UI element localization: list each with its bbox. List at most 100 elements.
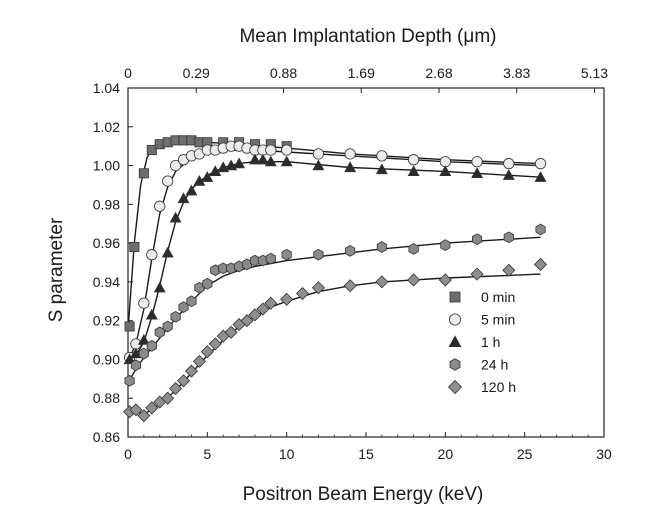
data-point [129,403,143,417]
data-point [534,158,547,170]
top-tick-label: 0 [124,65,132,81]
legend-label: 0 min [481,289,515,305]
legend-marker [448,335,462,348]
data-point [129,241,140,252]
data-point [248,153,261,165]
y-tick-label: 0.94 [93,274,120,290]
data-point [202,277,213,290]
x-tick-label: 20 [438,446,454,462]
series-2 [123,153,547,365]
data-point [209,165,222,177]
data-point [138,168,149,179]
x-tick-label: 25 [517,446,533,462]
data-point [161,391,175,405]
data-point [161,246,174,258]
legend-label: 5 min [481,312,515,328]
data-point [240,314,254,328]
x-tick-label: 0 [124,446,132,462]
data-point [281,248,292,261]
data-points [123,135,548,423]
data-point [280,155,293,167]
series-4 [123,257,548,423]
data-point [170,159,182,172]
data-point [376,241,387,253]
data-point [256,302,270,316]
data-point [137,409,151,423]
data-point [438,273,452,287]
data-point [407,165,420,177]
data-point [170,310,181,323]
data-point [233,157,246,169]
data-point [138,347,149,360]
data-point [502,169,515,180]
legend-label: 24 h [481,357,508,373]
data-point [265,144,277,156]
data-point [145,401,159,415]
data-point [503,231,514,244]
data-point [146,340,157,352]
data-point [186,295,197,308]
data-point [439,165,452,177]
data-point [162,320,173,333]
data-point [535,223,546,236]
data-point [146,249,158,261]
top-tick-label: 0.29 [183,65,210,81]
legend-item: 1 h [448,334,500,350]
top-axis-title: Mean Implantation Depth (μm) [239,26,496,47]
series-3 [124,223,546,387]
data-point [177,192,190,204]
top-tick-label: 3.83 [503,65,530,81]
data-point [345,245,356,257]
fit-curve-3 [127,236,541,384]
data-point [312,159,325,171]
fit-curve-1 [127,149,541,362]
data-point [129,347,142,359]
top-tick-label: 2.68 [425,65,452,81]
data-point [311,281,325,295]
y-tick-label: 0.98 [93,196,120,212]
data-point [200,345,214,359]
data-point [407,273,421,287]
data-point [376,150,388,162]
legend-marker [447,379,463,395]
data-point [185,184,198,196]
data-point [375,163,388,175]
data-point [248,308,262,322]
data-point [154,200,166,212]
data-point [295,286,310,301]
data-point [192,354,206,368]
x-tick-label: 10 [279,446,295,462]
data-point [343,279,357,293]
data-point [471,233,483,246]
data-point [470,267,484,281]
legend-item: 120 h [447,379,516,395]
data-point [502,263,516,277]
data-point [264,296,278,310]
data-point [344,161,357,173]
y-tick-label: 0.92 [93,313,120,329]
series-1 [123,140,547,364]
data-point [130,359,142,372]
data-point [123,353,136,365]
x-tick-label: 15 [358,446,374,462]
data-point [224,325,238,339]
legend-label: 120 h [481,379,516,395]
data-point [440,239,451,251]
data-point [176,374,191,388]
top-tick-label: 0.88 [270,65,297,81]
data-point [471,167,484,178]
data-point [503,158,515,170]
y-tick-label: 0.96 [93,235,120,251]
data-point [256,153,269,165]
data-point [471,156,483,168]
data-point [146,145,157,156]
fit-curve-4 [127,273,541,415]
data-point [375,275,389,289]
data-point [265,252,276,265]
x-tick-label: 5 [203,446,211,462]
data-point [145,308,158,320]
data-point [313,248,324,261]
data-point [408,243,419,255]
legend-marker [449,358,461,371]
data-point [138,297,150,309]
